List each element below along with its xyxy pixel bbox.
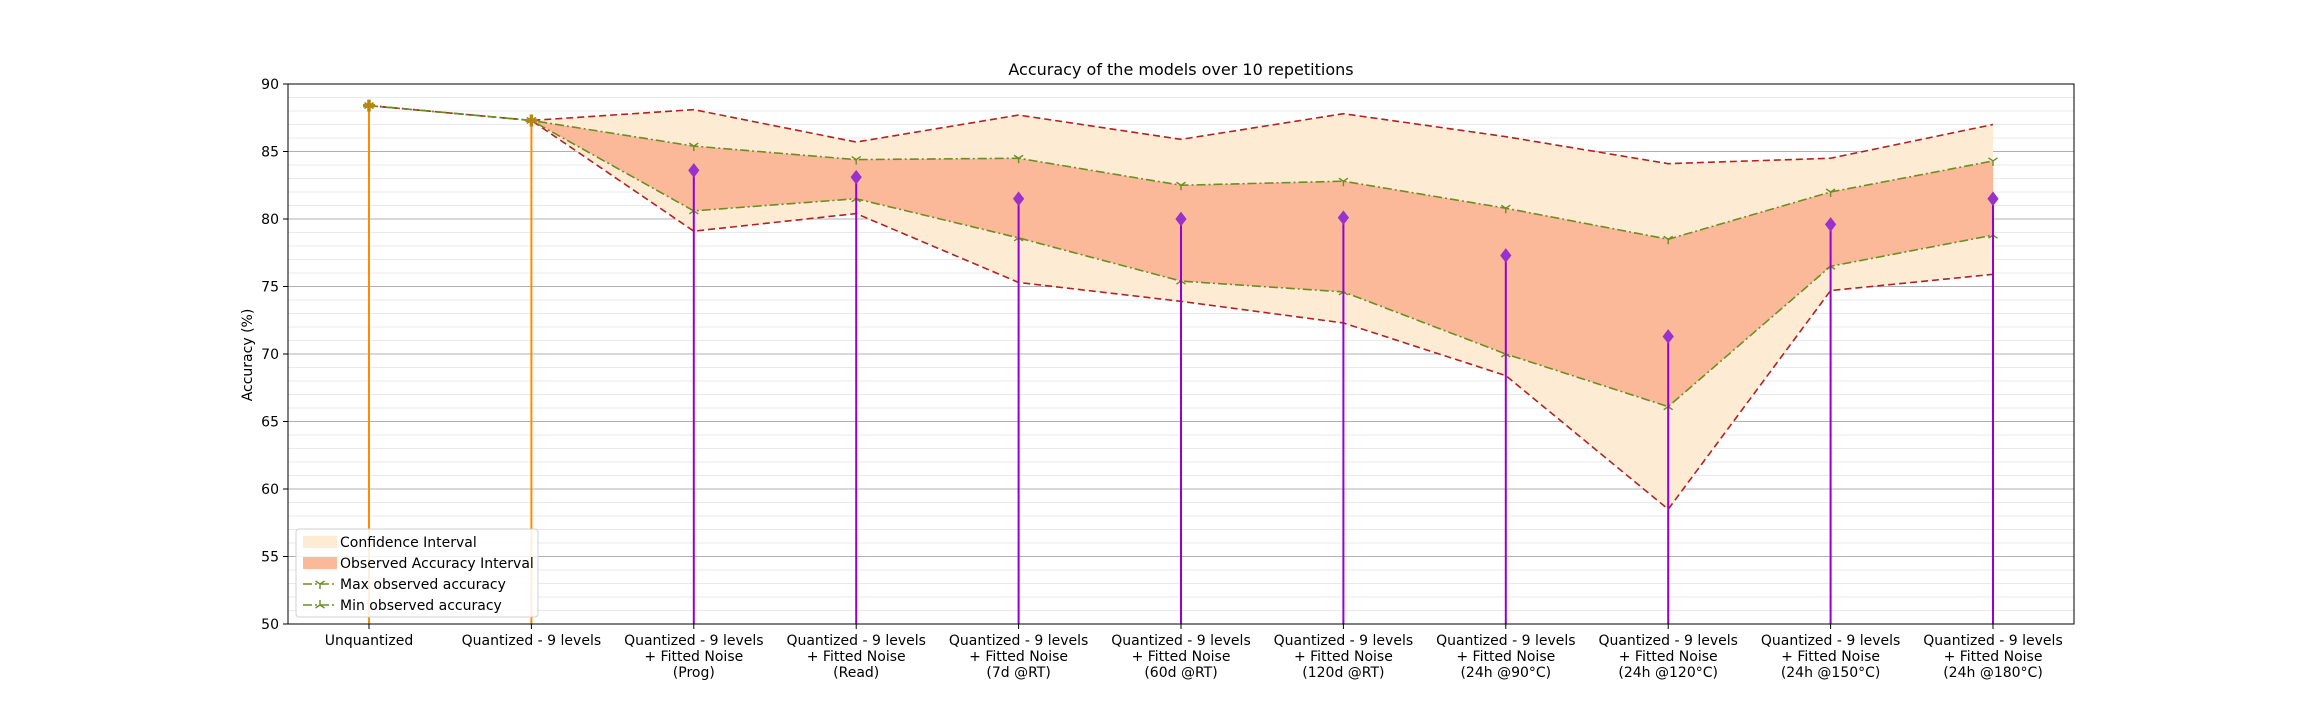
- y-tick-label: 50: [261, 617, 279, 633]
- legend-label: Min observed accuracy: [340, 598, 502, 614]
- max-observed-point: [851, 156, 862, 165]
- x-tick-label-line: + Fitted Noise: [1456, 649, 1555, 665]
- legend-swatch-confidence: [303, 536, 337, 548]
- x-tick-label-line: (24h @150°C): [1781, 665, 1881, 681]
- x-tick-label-line: Quantized - 9 levels: [1923, 633, 2062, 649]
- x-tick-label: Quantized - 9 levels + Fitted Noise (24h @…: [1598, 633, 1737, 681]
- x-tick-label-line: (120d @RT): [1302, 665, 1384, 681]
- x-tick-label: Quantized - 9 levels + Fitted Noise (24h @…: [1923, 633, 2062, 681]
- x-tick-label: Quantized - 9 levels + Fitted Noise (24h @…: [1761, 633, 1900, 681]
- mean-marker: [1337, 210, 1350, 225]
- x-tick-label-line: (24h @90°C): [1460, 665, 1551, 681]
- y-axis-ticks: 50 55 60 65 70 75 80 85 90: [261, 77, 288, 633]
- legend-label: Confidence Interval: [340, 535, 477, 551]
- mean-marker: [850, 169, 862, 185]
- mean-marker: [1012, 191, 1025, 207]
- max-observed-point: [1176, 181, 1186, 191]
- x-tick-label-line: Quantized - 9 levels: [462, 633, 601, 649]
- x-tick-label-line: + Fitted Noise: [1132, 649, 1231, 665]
- mean-accuracy-stems: [363, 99, 1999, 624]
- mean-marker: [1987, 191, 1999, 207]
- x-tick-label-line: + Fitted Noise: [644, 649, 743, 665]
- x-tick-label-line: Quantized - 9 levels: [1274, 633, 1413, 649]
- x-tick-label: Quantized - 9 levels + Fitted Noise (60d @…: [1111, 633, 1250, 681]
- y-tick-label: 75: [261, 280, 279, 296]
- x-tick-label-line: Unquantized: [325, 633, 414, 649]
- x-tick-label-line: Quantized - 9 levels: [786, 633, 925, 649]
- max-observed-point: [1013, 154, 1024, 164]
- y-tick-label: 55: [261, 550, 279, 566]
- x-tick-label: Quantized - 9 levels + Fitted Noise (7d @R…: [949, 633, 1088, 681]
- x-tick-label-line: (24h @120°C): [1618, 665, 1718, 681]
- x-tick-label-line: Quantized - 9 levels: [949, 633, 1088, 649]
- x-tick-label: Unquantized: [325, 633, 414, 649]
- x-tick-label-line: + Fitted Noise: [1619, 649, 1718, 665]
- x-tick-label-line: Quantized - 9 levels: [624, 633, 763, 649]
- legend-box: [295, 528, 539, 618]
- x-tick-label-line: Quantized - 9 levels: [1111, 633, 1250, 649]
- max-observed-point: [1988, 157, 1998, 166]
- x-tick-label: Quantized - 9 levels + Fitted Noise (24h @…: [1436, 633, 1575, 681]
- x-tick-label-line: (Read): [833, 665, 879, 681]
- x-tick-label-line: (24h @180°C): [1943, 665, 2043, 681]
- x-tick-label: Quantized - 9 levels + Fitted Noise (Read): [786, 633, 925, 681]
- x-tick-label-line: + Fitted Noise: [807, 649, 906, 665]
- confidence-interval-band: [369, 105, 1993, 510]
- ci-upper-line: [368, 104, 1994, 165]
- y-tick-label: 85: [261, 145, 279, 161]
- x-tick-label-line: Quantized - 9 levels: [1436, 633, 1575, 649]
- x-tick-label-line: Quantized - 9 levels: [1598, 633, 1737, 649]
- y-tick-label: 70: [261, 347, 279, 363]
- y-tick-label: 60: [261, 482, 279, 498]
- x-tick-label-line: + Fitted Noise: [1781, 649, 1880, 665]
- legend-label: Observed Accuracy Interval: [340, 556, 534, 572]
- x-tick-label: Quantized - 9 levels + Fitted Noise (120d …: [1274, 633, 1413, 681]
- legend-label: Max observed accuracy: [340, 577, 506, 593]
- y-tick-label: 90: [261, 77, 279, 93]
- legend-swatch-observed: [303, 557, 337, 569]
- x-tick-label-line: + Fitted Noise: [1944, 649, 2043, 665]
- x-tick-label-line: (60d @RT): [1144, 665, 1217, 681]
- mean-marker: [1175, 211, 1187, 227]
- legend-marker: [315, 580, 325, 589]
- x-tick-label-line: (Prog): [673, 665, 715, 681]
- max-observed-point: [1663, 235, 1674, 245]
- x-tick-label-line: + Fitted Noise: [1294, 649, 1393, 665]
- x-tick-label: Quantized - 9 levels + Fitted Noise (Prog): [624, 633, 763, 681]
- mean-marker: [1824, 217, 1837, 232]
- mean-marker: [1662, 329, 1674, 344]
- mean-marker: [363, 99, 375, 112]
- max-observed-point: [1825, 188, 1836, 197]
- y-tick-label: 65: [261, 415, 279, 431]
- chart-title: Accuracy of the models over 10 repetitio…: [1008, 60, 1353, 79]
- max-observed-point: [1338, 177, 1349, 187]
- mean-marker: [688, 163, 700, 178]
- x-axis-ticks: Unquantized Quantized - 9 levels Quantized…: [325, 624, 2063, 681]
- max-observed-point: [1500, 204, 1511, 214]
- legend-marker: [315, 600, 325, 609]
- x-tick-label-line: (7d @RT): [986, 665, 1050, 681]
- mean-marker: [525, 114, 538, 127]
- max-observed-point: [688, 142, 699, 152]
- x-tick-label-line: Quantized - 9 levels: [1761, 633, 1900, 649]
- mean-marker: [1500, 248, 1512, 263]
- x-tick-label-line: + Fitted Noise: [969, 649, 1068, 665]
- x-tick-label: Quantized - 9 levels: [462, 633, 601, 649]
- y-tick-label: 80: [261, 212, 279, 228]
- y-axis-label: Accuracy (%): [240, 309, 256, 402]
- legend: Confidence Interval Observed Accuracy Int…: [295, 528, 539, 618]
